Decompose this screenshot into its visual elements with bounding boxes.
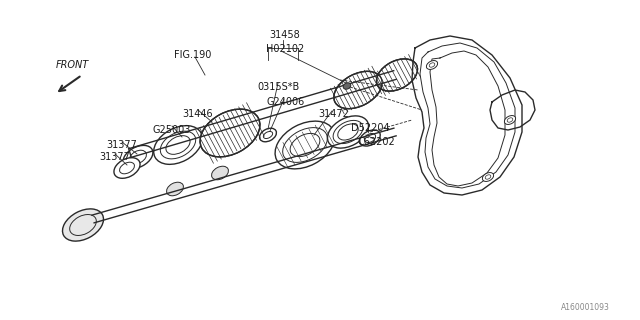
Ellipse shape	[426, 60, 438, 69]
Ellipse shape	[154, 126, 202, 164]
Text: 31377: 31377	[100, 152, 131, 162]
Text: D52204: D52204	[351, 123, 389, 133]
Text: 31458: 31458	[269, 30, 300, 40]
Text: 31377: 31377	[107, 140, 138, 150]
Text: 0315S*B: 0315S*B	[257, 82, 299, 92]
Polygon shape	[490, 90, 535, 130]
Ellipse shape	[328, 116, 369, 148]
Polygon shape	[412, 36, 522, 195]
Ellipse shape	[360, 130, 380, 146]
Ellipse shape	[212, 166, 228, 180]
Ellipse shape	[275, 121, 335, 169]
Text: FRONT: FRONT	[56, 60, 88, 70]
Ellipse shape	[63, 209, 104, 241]
Ellipse shape	[483, 172, 493, 181]
Text: FIG.190: FIG.190	[174, 50, 212, 60]
Ellipse shape	[334, 71, 382, 109]
Text: G24006: G24006	[267, 97, 305, 107]
Ellipse shape	[114, 158, 140, 178]
Text: 31472: 31472	[319, 109, 349, 119]
Ellipse shape	[123, 145, 153, 169]
Text: 31446: 31446	[182, 109, 213, 119]
Ellipse shape	[504, 116, 516, 124]
Text: H02102: H02102	[266, 44, 304, 54]
Text: A160001093: A160001093	[561, 303, 610, 312]
Ellipse shape	[343, 83, 351, 89]
Ellipse shape	[166, 182, 184, 196]
Ellipse shape	[376, 59, 417, 91]
Text: G25003: G25003	[153, 125, 191, 135]
Ellipse shape	[260, 128, 276, 142]
Text: C62202: C62202	[357, 137, 395, 147]
Ellipse shape	[200, 109, 260, 157]
